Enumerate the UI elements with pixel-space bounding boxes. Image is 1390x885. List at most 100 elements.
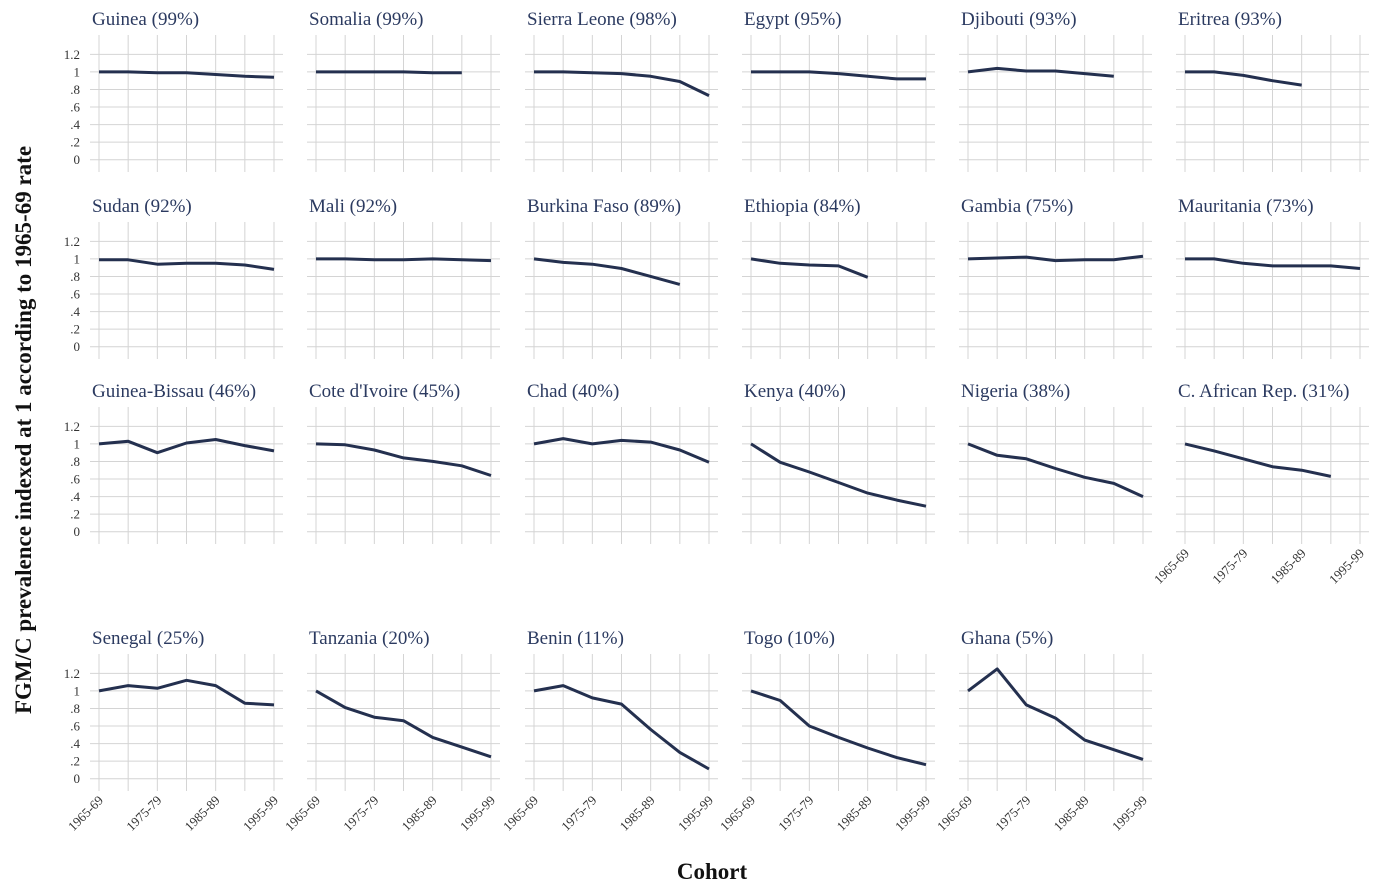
y-tick-label: 1 [74, 436, 81, 451]
panel-title: Mauritania (73%) [1178, 196, 1314, 217]
y-tick-label: 1.2 [64, 419, 80, 434]
panel-title: Burkina Faso (89%) [527, 196, 681, 217]
y-tick-label: 1.2 [64, 234, 80, 249]
data-line [967, 66, 1114, 78]
x-tick-label: 1965-69 [65, 793, 106, 834]
panel-title: Togo (10%) [744, 628, 835, 649]
x-tick-label: 1975-79 [992, 793, 1033, 834]
y-tick-label: 0 [74, 339, 81, 354]
panel-title: C. African Rep. (31%) [1178, 381, 1349, 402]
x-tick-label: 1995-99 [240, 793, 281, 834]
panel-title: Sierra Leone (98%) [527, 9, 677, 30]
y-tick-label: 0 [74, 771, 81, 786]
y-tick-label: .4 [70, 117, 80, 132]
x-tick-label: 1985-89 [834, 793, 875, 834]
data-line [967, 254, 1144, 263]
x-tick-label: 1995-99 [892, 793, 933, 834]
x-tick-label: 1975-79 [558, 793, 599, 834]
x-tick-label: 1965-69 [717, 793, 758, 834]
panel-title: Cote d'Ivoire (45%) [309, 381, 460, 402]
x-tick-label: 1985-89 [182, 793, 223, 834]
y-tick-label: .8 [70, 454, 80, 469]
x-tick-label: 1975-79 [1209, 546, 1250, 587]
y-tick-label: 0 [74, 524, 81, 539]
y-tick-label: 1.2 [64, 47, 80, 62]
x-tick-label: 1965-69 [1151, 546, 1192, 587]
y-tick-label: .8 [70, 82, 80, 97]
x-axis-title: Cohort [677, 859, 748, 884]
panel-title: Tanzania (20%) [309, 628, 430, 649]
data-line [1184, 442, 1332, 478]
data-line [533, 684, 710, 771]
panel-title: Benin (11%) [527, 628, 624, 649]
panel-title: Djibouti (93%) [961, 9, 1077, 30]
panel-title: Chad (40%) [527, 381, 619, 402]
data-line [533, 257, 681, 286]
data-line [1185, 70, 1302, 87]
data-line [534, 70, 710, 97]
y-tick-label: 1 [74, 251, 81, 266]
data-line [967, 667, 1144, 761]
data-line [750, 442, 927, 508]
x-tick-label: 1995-99 [1109, 793, 1150, 834]
panel-title: Mali (92%) [309, 196, 397, 217]
y-tick-label: .2 [70, 507, 80, 522]
panel-title: Gambia (75%) [961, 196, 1073, 217]
y-tick-label: .6 [70, 100, 80, 115]
y-tick-label: .2 [70, 135, 80, 150]
panel-title: Kenya (40%) [744, 381, 846, 402]
panel-title: Eritrea (93%) [1178, 9, 1282, 30]
panel-title: Senegal (25%) [92, 628, 204, 649]
y-tick-label: .8 [70, 269, 80, 284]
data-line [315, 689, 492, 759]
y-tick-label: .2 [70, 754, 80, 769]
panel-title: Guinea (99%) [92, 9, 199, 30]
x-tick-label: 1965-69 [282, 793, 323, 834]
panel-title: Ghana (5%) [961, 628, 1053, 649]
y-tick-label: 1 [74, 64, 81, 79]
panel-title: Sudan (92%) [92, 196, 192, 217]
y-tick-label: .4 [70, 736, 80, 751]
data-line [316, 70, 462, 75]
x-tick-label: 1965-69 [500, 793, 541, 834]
y-tick-label: 0 [74, 152, 81, 167]
data-line [98, 678, 275, 707]
x-tick-label: 1975-79 [123, 793, 164, 834]
x-tick-label: 1985-89 [1051, 793, 1092, 834]
y-tick-label: .4 [70, 489, 80, 504]
y-tick-label: .4 [70, 304, 80, 319]
y-tick-label: .6 [70, 719, 80, 734]
x-tick-label: 1975-79 [340, 793, 381, 834]
data-line [533, 437, 710, 464]
x-tick-label: 1985-89 [399, 793, 440, 834]
y-tick-label: .8 [70, 701, 80, 716]
y-tick-label: .6 [70, 287, 80, 302]
panel-title: Egypt (95%) [744, 9, 842, 30]
panel-title: Nigeria (38%) [961, 381, 1070, 402]
data-line [750, 689, 927, 767]
x-tick-label: 1965-69 [934, 793, 975, 834]
data-line [1185, 257, 1361, 270]
x-tick-label: 1995-99 [1326, 546, 1367, 587]
y-tick-label: 1 [74, 683, 81, 698]
x-tick-label: 1995-99 [457, 793, 498, 834]
x-tick-label: 1985-89 [617, 793, 658, 834]
data-line [967, 442, 1144, 498]
panel-title: Guinea-Bissau (46%) [92, 381, 256, 402]
data-line [750, 257, 869, 279]
data-line [315, 442, 492, 477]
data-line [751, 70, 926, 81]
y-tick-label: .6 [70, 472, 80, 487]
y-tick-label: 1.2 [64, 666, 80, 681]
x-tick-label: 1995-99 [675, 793, 716, 834]
y-tick-label: .2 [70, 322, 80, 337]
data-line [99, 70, 275, 79]
panel-title: Ethiopia (84%) [744, 196, 861, 217]
data-line [316, 257, 492, 263]
x-tick-label: 1975-79 [775, 793, 816, 834]
data-line [99, 258, 275, 271]
x-tick-label: 1985-89 [1268, 546, 1309, 587]
data-line [98, 438, 275, 455]
y-axis-title: FGM/C prevalence indexed at 1 according … [11, 146, 36, 714]
